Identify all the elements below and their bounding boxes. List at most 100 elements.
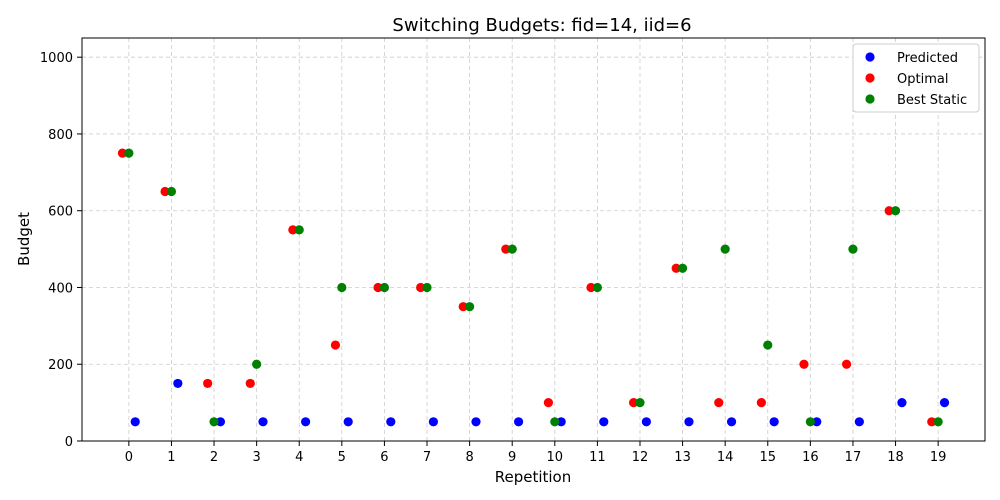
point-best-static (209, 417, 219, 427)
x-tick-label: 6 (380, 450, 388, 465)
plot-frame (81, 37, 986, 442)
x-tick-label: 17 (845, 450, 862, 465)
point-optimal (416, 282, 426, 293)
point-predicted (428, 417, 439, 427)
point-best-static (805, 417, 815, 427)
legend-marker (865, 73, 875, 83)
y-axis-ticks: 0 200 400 600 800 1000 (40, 51, 82, 450)
y-tick-label: 200 (48, 358, 73, 373)
point-predicted (301, 417, 311, 427)
point-best-static (677, 263, 688, 273)
y-tick-label: 600 (48, 205, 73, 220)
x-tick-label: 5 (338, 450, 346, 465)
legend-label: Best Static (897, 93, 967, 108)
point-optimal (330, 340, 341, 350)
point-best-static (379, 282, 390, 293)
x-tick-label: 11 (589, 450, 606, 465)
y-tick-label: 800 (48, 128, 73, 143)
point-optimal (628, 398, 639, 408)
x-tick-label: 1 (167, 450, 175, 465)
point-predicted (215, 417, 226, 427)
legend-marker (865, 52, 875, 62)
point-predicted (726, 417, 737, 427)
legend: Predicted Optimal Best Static (852, 43, 980, 113)
chart-title: Switching Budgets: fid=14, iid=6 (392, 15, 691, 36)
point-optimal (841, 359, 852, 369)
x-tick-label: 13 (674, 450, 691, 465)
x-tick-label: 19 (930, 450, 947, 465)
grid-lines (82, 38, 985, 442)
x-tick-label: 8 (465, 450, 473, 465)
point-optimal (714, 398, 724, 408)
point-optimal (117, 148, 128, 158)
point-predicted (471, 417, 481, 427)
point-predicted (599, 417, 609, 427)
point-optimal (799, 359, 809, 369)
point-best-static (550, 417, 560, 427)
point-optimal (586, 282, 596, 293)
point-predicted (812, 417, 822, 427)
point-best-static (294, 225, 304, 235)
x-tick-label: 14 (717, 450, 734, 465)
point-best-static (252, 359, 262, 369)
point-best-static (422, 282, 432, 293)
point-optimal (458, 302, 468, 312)
x-axis-label: Repetition (495, 468, 572, 486)
legend-label: Optimal (897, 72, 948, 87)
y-tick-label: 400 (48, 281, 73, 296)
point-optimal (756, 398, 766, 408)
x-tick-label: 15 (759, 450, 776, 465)
x-tick-label: 9 (508, 450, 516, 465)
x-tick-label: 0 (125, 450, 133, 465)
point-optimal (373, 282, 383, 293)
point-predicted (769, 417, 779, 427)
point-predicted (513, 417, 524, 427)
point-best-static (124, 148, 134, 158)
legend-box (852, 43, 980, 113)
point-predicted (939, 398, 950, 408)
point-optimal (203, 378, 213, 389)
point-best-static (763, 340, 773, 350)
x-axis-ticks: 0 1 2 3 4 5 6 7 8 9 10 11 12 13 14 15 16 17 18 19 (125, 441, 947, 465)
point-best-static (166, 186, 177, 197)
point-predicted (386, 417, 396, 427)
point-optimal (927, 417, 937, 427)
point-predicted (130, 417, 140, 427)
point-predicted (854, 417, 864, 427)
point-optimal (288, 225, 298, 235)
x-tick-label: 12 (632, 450, 649, 465)
point-best-static (507, 244, 517, 254)
point-best-static (635, 398, 645, 408)
x-tick-label: 18 (887, 450, 904, 465)
y-axis-label: Budget (15, 212, 33, 266)
x-tick-label: 7 (423, 450, 431, 465)
point-predicted (897, 398, 907, 408)
y-tick-label: 0 (65, 435, 73, 450)
x-tick-label: 10 (547, 450, 564, 465)
point-best-static (337, 282, 347, 293)
point-optimal (671, 263, 681, 273)
x-tick-label: 4 (295, 450, 303, 465)
x-tick-label: 16 (802, 450, 819, 465)
point-optimal (245, 378, 255, 389)
point-optimal (884, 206, 894, 216)
point-best-static (933, 417, 943, 427)
point-predicted (343, 417, 353, 427)
legend-marker (865, 94, 875, 104)
point-predicted (258, 417, 268, 427)
x-tick-label: 2 (210, 450, 218, 465)
x-tick-label: 3 (252, 450, 260, 465)
point-best-static (592, 282, 602, 293)
point-predicted (556, 417, 566, 427)
point-optimal (501, 244, 511, 254)
point-best-static (848, 244, 858, 254)
data-points (117, 148, 950, 427)
point-optimal (543, 398, 554, 408)
point-best-static (720, 244, 730, 254)
point-best-static (465, 302, 475, 312)
point-best-static (890, 206, 901, 216)
point-predicted (641, 417, 651, 427)
point-predicted (173, 378, 183, 389)
legend-label: Predicted (897, 51, 958, 66)
